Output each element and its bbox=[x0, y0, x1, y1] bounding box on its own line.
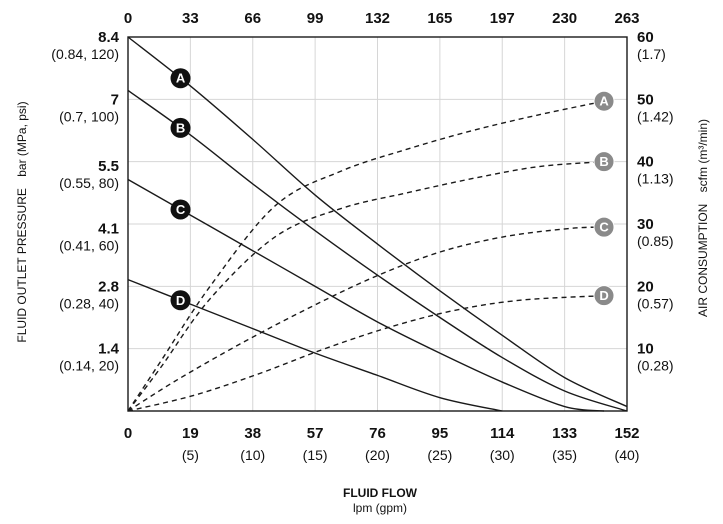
x-tick-sublabel: (15) bbox=[303, 447, 328, 463]
right-tick-label: 20 bbox=[637, 278, 654, 295]
pressure-marker-b: B bbox=[170, 117, 191, 138]
air-marker-label: C bbox=[599, 220, 609, 235]
top-tick-label: 165 bbox=[427, 10, 452, 27]
pressure-marker-c: C bbox=[170, 199, 191, 220]
pressure-marker-d: D bbox=[170, 290, 191, 311]
left-axis-title: FLUID OUTLET PRESSURE bar (MPa, psi) bbox=[15, 101, 29, 342]
air-marker-d: D bbox=[593, 285, 615, 307]
air-marker-circle bbox=[593, 151, 615, 173]
x-tick-sublabel: (25) bbox=[427, 447, 452, 463]
plot-border bbox=[127, 36, 628, 412]
left-tick-sublabel: (0.14, 20) bbox=[59, 358, 119, 374]
pressure-marker-a: A bbox=[170, 68, 191, 89]
x-tick-label: 0 bbox=[124, 425, 132, 442]
x-tick-label: 57 bbox=[307, 425, 324, 442]
air-marker-label: A bbox=[599, 94, 609, 109]
left-tick-label: 4.1 bbox=[98, 220, 119, 237]
x-tick-sublabel: (10) bbox=[240, 447, 265, 463]
x-tick-label: 152 bbox=[614, 425, 639, 442]
left-tick-label: 5.5 bbox=[98, 158, 119, 175]
top-tick-label: 99 bbox=[307, 10, 324, 27]
left-tick-sublabel: (0.55, 80) bbox=[59, 175, 119, 191]
air-marker-circle bbox=[593, 216, 615, 238]
right-tick-sublabel: (1.7) bbox=[637, 46, 666, 62]
right-tick-label: 40 bbox=[637, 154, 654, 171]
air-marker-a: A bbox=[593, 90, 615, 112]
pressure-marker-circle bbox=[170, 68, 191, 89]
air-curve-b bbox=[127, 160, 605, 412]
air-curve-a bbox=[127, 100, 605, 412]
top-tick-label: 66 bbox=[244, 10, 261, 27]
air-marker-circle bbox=[593, 90, 615, 112]
top-tick-label: 230 bbox=[552, 10, 577, 27]
air-curve-d bbox=[127, 294, 605, 412]
air-marker-label: D bbox=[599, 288, 608, 303]
x-axis-unit: lpm (gpm) bbox=[353, 501, 407, 515]
x-tick-sublabel: (30) bbox=[490, 447, 515, 463]
x-tick-label: 114 bbox=[490, 425, 515, 442]
x-tick-sublabel: (5) bbox=[182, 447, 199, 463]
right-tick-label: 50 bbox=[637, 91, 654, 108]
x-tick-label: 95 bbox=[432, 425, 449, 442]
right-tick-sublabel: (0.28) bbox=[637, 358, 674, 374]
air-marker-label: B bbox=[599, 154, 608, 169]
pressure-curve-d bbox=[127, 279, 503, 412]
pressure-marker-label: C bbox=[176, 202, 186, 217]
left-tick-label: 8.4 bbox=[98, 29, 120, 46]
pressure-marker-label: D bbox=[176, 293, 185, 308]
x-tick-label: 76 bbox=[369, 425, 386, 442]
left-tick-label: 2.8 bbox=[98, 278, 119, 295]
pressure-marker-circle bbox=[170, 117, 191, 138]
pressure-marker-label: B bbox=[176, 120, 185, 135]
series-markers: A B C D A B C D bbox=[170, 68, 615, 311]
x-tick-label: 133 bbox=[552, 425, 577, 442]
left-tick-sublabel: (0.84, 120) bbox=[51, 46, 119, 62]
pressure-marker-label: A bbox=[176, 71, 186, 86]
pressure-curve-a bbox=[127, 36, 628, 408]
x-tick-label: 38 bbox=[244, 425, 261, 442]
pressure-marker-circle bbox=[170, 290, 191, 311]
right-tick-sublabel: (1.42) bbox=[637, 108, 674, 124]
right-tick-sublabel: (0.57) bbox=[637, 295, 674, 311]
plot-frame bbox=[127, 36, 628, 412]
curves bbox=[127, 36, 628, 412]
air-marker-circle bbox=[593, 285, 615, 307]
right-tick-label: 10 bbox=[637, 341, 654, 358]
air-marker-c: C bbox=[593, 216, 615, 238]
left-tick-sublabel: (0.7, 100) bbox=[59, 108, 119, 124]
grid bbox=[127, 36, 628, 411]
x-tick-label: 19 bbox=[182, 425, 199, 442]
pressure-marker-circle bbox=[170, 199, 191, 220]
right-axis-title: AIR CONSUMPTION scfm (m³/min) bbox=[696, 119, 710, 317]
left-tick-label: 1.4 bbox=[98, 341, 120, 358]
right-tick-sublabel: (1.13) bbox=[637, 171, 674, 187]
top-tick-label: 263 bbox=[614, 10, 639, 27]
right-tick-label: 60 bbox=[637, 29, 654, 46]
top-tick-label: 197 bbox=[490, 10, 515, 27]
top-tick-label: 0 bbox=[124, 10, 132, 27]
x-axis-title: FLUID FLOW bbox=[343, 486, 418, 500]
left-tick-sublabel: (0.41, 60) bbox=[59, 237, 119, 253]
air-curve-c bbox=[127, 226, 605, 412]
pressure-curve-c bbox=[127, 178, 605, 412]
top-tick-label: 33 bbox=[182, 10, 199, 27]
x-tick-sublabel: (40) bbox=[615, 447, 640, 463]
x-tick-sublabel: (20) bbox=[365, 447, 390, 463]
right-tick-sublabel: (0.85) bbox=[637, 233, 674, 249]
x-tick-sublabel: (35) bbox=[552, 447, 577, 463]
left-tick-sublabel: (0.28, 40) bbox=[59, 295, 119, 311]
left-tick-label: 7 bbox=[111, 91, 119, 108]
right-tick-label: 30 bbox=[637, 216, 654, 233]
top-tick-label: 132 bbox=[365, 10, 390, 27]
tick-labels: 0 33 66 99 132 165 197 230 263 0 19 38 57 76 95 114 133 1… bbox=[51, 10, 673, 463]
air-marker-b: B bbox=[593, 151, 615, 173]
pressure-curve-b bbox=[127, 89, 628, 412]
